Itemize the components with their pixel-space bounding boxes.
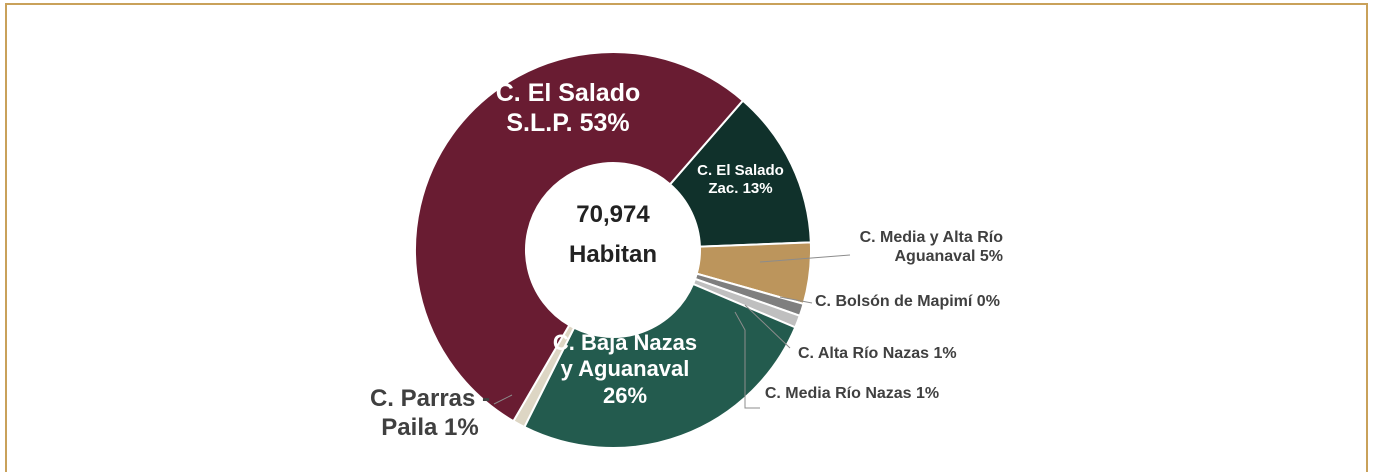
slice-label: C. Bolsón de Mapimí 0% <box>815 292 1045 311</box>
leader-line <box>493 394 513 405</box>
value-label: 0% <box>976 293 1000 310</box>
category-label: C. El Salado Zac. <box>697 162 784 197</box>
center-text: Habitan <box>569 241 657 268</box>
slice-label: C. Media y Alta Río Aguanaval 5% <box>813 228 1003 266</box>
value-label: 53% <box>579 109 630 137</box>
center-text: 70,974 <box>576 201 650 228</box>
frame <box>5 3 1368 472</box>
category-label: C. Media y Alta Río Aguanaval <box>859 229 1003 266</box>
slice <box>523 282 797 449</box>
slice-label: C. Baja Nazas y Aguanaval 26% <box>545 330 705 409</box>
category-label: C. Media Río Nazas <box>764 385 912 402</box>
slice-label: C. El Salado S.L.P. 53% <box>468 78 668 138</box>
category-label: C. El Salado S.L.P. <box>495 79 641 137</box>
value-label: 26% <box>602 382 648 408</box>
slice-label: C. Alta Río Nazas 1% <box>798 344 998 363</box>
leader-line <box>759 254 851 263</box>
leader-lines <box>493 254 851 409</box>
value-label: 1% <box>933 345 957 362</box>
value-label: 13% <box>742 180 773 197</box>
value-label: 5% <box>979 248 1003 266</box>
value-label: 1% <box>444 413 479 441</box>
category-label: C. Bolsón de Mapimí <box>815 293 973 310</box>
category-label: C. Alta Río Nazas <box>798 345 929 362</box>
leader-line <box>734 311 760 409</box>
category-label: C. Baja Nazas y Aguanaval <box>552 330 698 382</box>
slice-label: C. El Salado Zac. 13% <box>683 162 798 198</box>
leader-line <box>744 304 791 349</box>
leader-line <box>779 296 813 304</box>
slice <box>414 51 745 423</box>
slice-label: C. Media Río Nazas 1% <box>757 384 947 403</box>
value-label: 1% <box>916 385 940 402</box>
slices <box>414 51 812 449</box>
category-label: C. Parras - Paila <box>369 385 491 441</box>
slice-label: C. Parras - Paila 1% <box>355 385 505 443</box>
